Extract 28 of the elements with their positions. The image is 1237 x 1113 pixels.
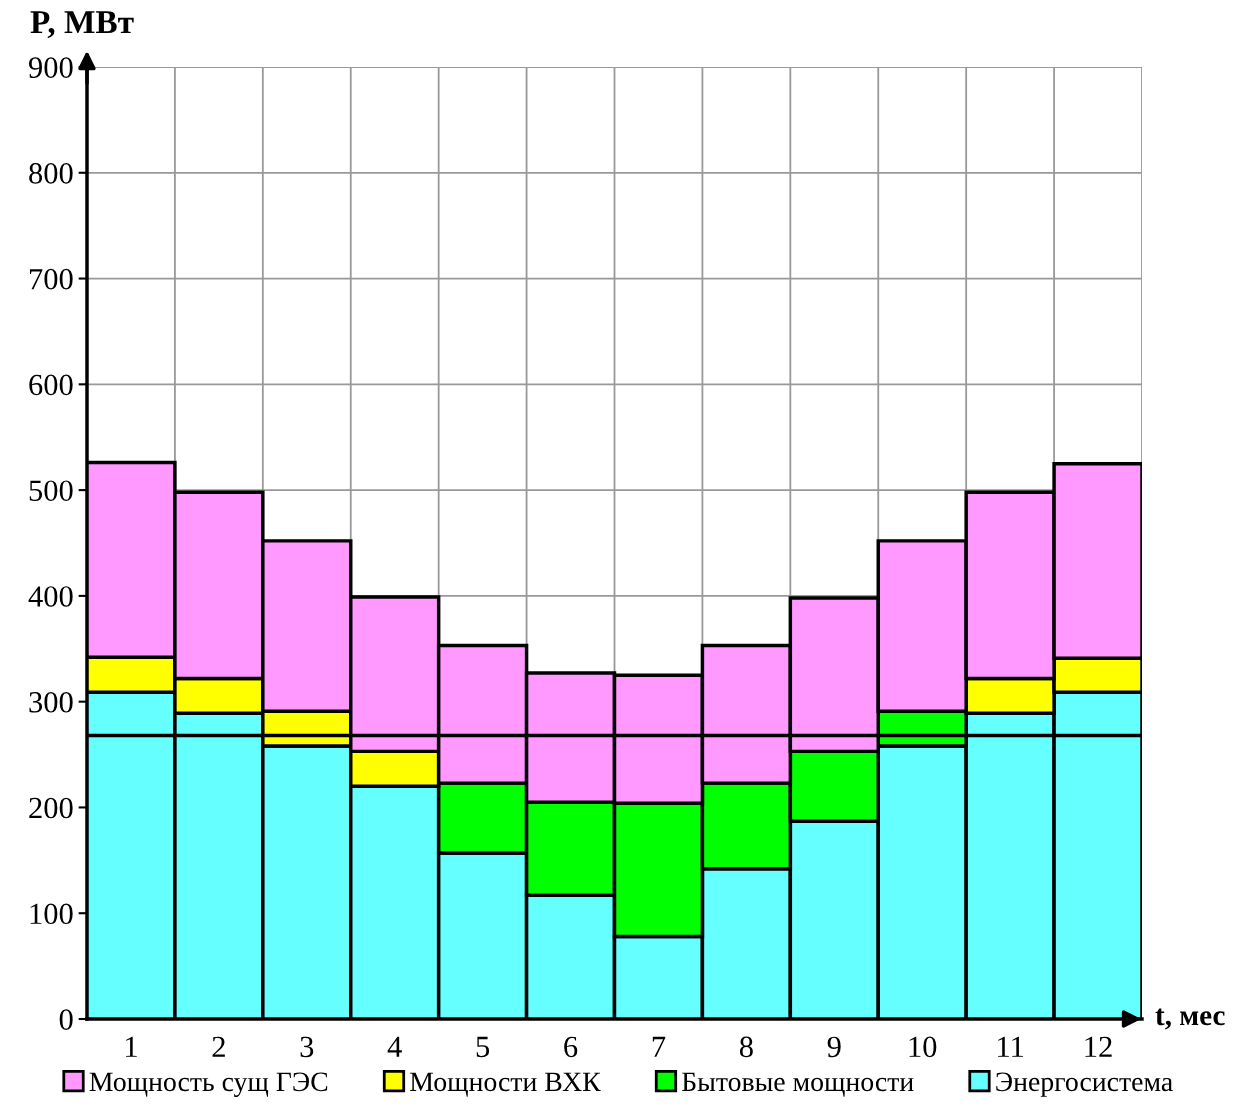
y-tick-label: 900	[28, 57, 73, 78]
y-tick-label: 800	[29, 163, 73, 184]
y-tick-label: 500	[29, 480, 73, 502]
x-tick-label: 5	[476, 1036, 490, 1058]
y-tick-label: 600	[29, 374, 73, 396]
y-tick-label: 300	[29, 691, 73, 713]
x-tick-label: 9	[827, 1036, 841, 1058]
x-tick-label: 10	[909, 1036, 937, 1058]
y-tick-label: 0	[59, 1009, 73, 1030]
x-tick-label: 8	[739, 1036, 753, 1058]
x-tick-label: 11	[998, 1036, 1023, 1057]
x-tick-label: 2	[212, 1036, 225, 1057]
x-tick-label: 4	[387, 1036, 402, 1057]
x-tick-label: 7	[652, 1036, 666, 1057]
y-tick-label: 100	[30, 903, 73, 925]
x-tick-label: 1	[126, 1036, 137, 1057]
y-tick-label: 400	[28, 586, 73, 607]
y-tick-label: 200	[29, 797, 73, 819]
y-axis-title: P, МВт	[30, 11, 134, 39]
legend-label: Бытовые мощности	[682, 1072, 914, 1097]
y-tick-label: 700	[29, 268, 73, 290]
x-tick-label: 3	[300, 1036, 314, 1058]
legend-label: Мощность сущ ГЭС	[89, 1072, 328, 1097]
x-tick-label: 6	[564, 1036, 578, 1058]
legend-label: Мощности ВХК	[410, 1072, 601, 1097]
legend-label: Энергосистема	[996, 1072, 1173, 1097]
x-axis-title: t, мес	[1155, 1008, 1225, 1030]
x-tick-label: 12	[1085, 1036, 1112, 1057]
